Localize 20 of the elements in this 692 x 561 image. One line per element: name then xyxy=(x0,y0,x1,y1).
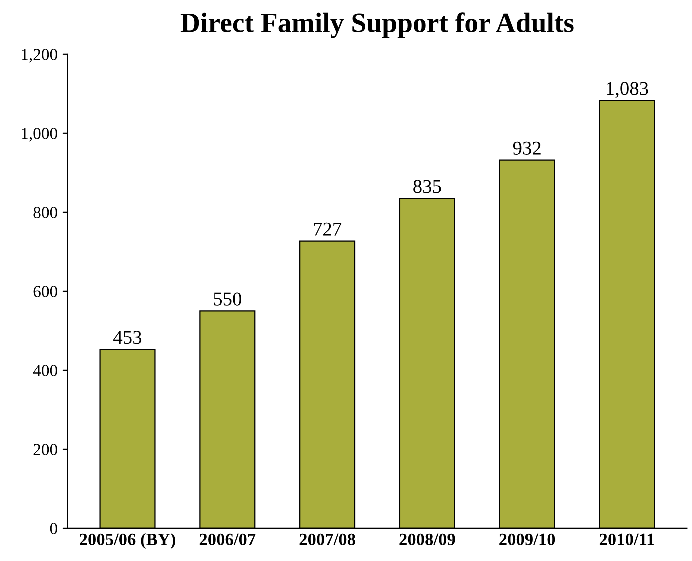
x-tick-label: 2006/07 xyxy=(200,534,256,546)
data-label: 1,083 xyxy=(607,82,648,98)
y-tick-label: 1,200 xyxy=(22,49,58,63)
y-tick-label: 200 xyxy=(34,444,58,456)
data-label: 727 xyxy=(314,222,342,236)
x-tick-label: 2008/09 xyxy=(400,534,456,546)
chart-title: Direct Family Support for Adults xyxy=(180,12,574,38)
x-tick-label: 2005/06 (BY) xyxy=(80,533,176,550)
data-label: 550 xyxy=(214,292,242,306)
y-tick-label: 800 xyxy=(34,207,58,218)
y-tick-label: 1,000 xyxy=(22,128,58,142)
y-tick-label: 600 xyxy=(34,286,58,298)
x-tick-label: 2010/11 xyxy=(600,534,654,546)
y-tick-label: 0 xyxy=(50,523,58,534)
x-tick-label: 2007/08 xyxy=(300,534,356,546)
data-label: 932 xyxy=(513,142,541,155)
data-label: 835 xyxy=(414,180,442,194)
data-label: 453 xyxy=(114,331,142,344)
y-tick-label: 400 xyxy=(33,365,58,376)
x-tick-label: 2009/10 xyxy=(500,534,556,546)
